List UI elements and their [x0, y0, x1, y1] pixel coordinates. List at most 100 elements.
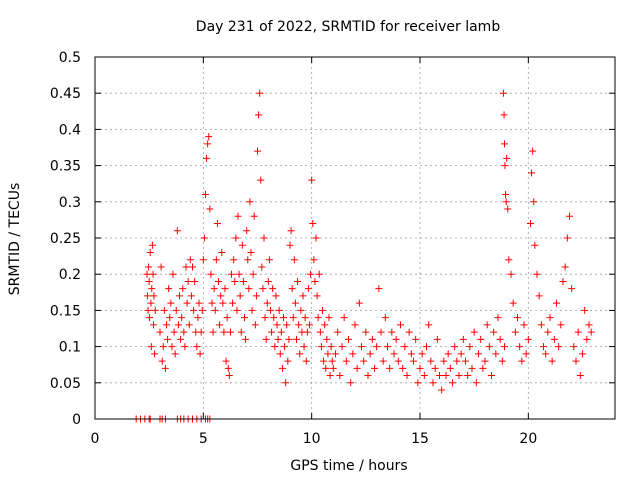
data-point	[161, 364, 169, 372]
data-point	[159, 343, 167, 351]
data-point	[255, 111, 263, 119]
data-point	[518, 357, 526, 365]
data-point	[353, 364, 361, 372]
data-point	[542, 350, 550, 358]
data-point	[182, 263, 190, 271]
data-point	[285, 335, 293, 343]
data-point	[261, 314, 269, 322]
data-point	[249, 270, 257, 278]
data-point	[216, 321, 224, 329]
data-point	[202, 191, 209, 199]
data-point	[166, 314, 174, 322]
data-point	[198, 306, 206, 314]
data-point	[479, 364, 487, 372]
data-point	[210, 285, 218, 293]
data-point	[501, 162, 509, 170]
data-point	[147, 343, 155, 351]
data-point	[494, 314, 502, 322]
data-point	[500, 111, 508, 119]
data-point	[151, 350, 159, 358]
data-point	[322, 364, 330, 372]
data-point	[221, 285, 229, 293]
data-point	[358, 343, 365, 351]
data-point	[507, 270, 515, 278]
data-point	[215, 277, 222, 285]
data-point	[453, 357, 461, 365]
data-point	[179, 285, 187, 293]
data-point	[226, 328, 234, 336]
data-point	[185, 321, 193, 329]
data-point	[576, 372, 584, 380]
data-point	[195, 299, 203, 307]
data-point	[256, 89, 264, 97]
data-point	[228, 270, 235, 278]
data-point	[548, 357, 556, 365]
x-tick-label: 10	[303, 431, 321, 447]
y-tick-label: 0.45	[50, 86, 81, 102]
data-point	[544, 328, 552, 336]
data-point	[316, 328, 324, 336]
data-point	[321, 321, 329, 329]
data-point	[211, 306, 219, 314]
data-point	[268, 328, 276, 336]
data-point	[466, 343, 474, 351]
data-point	[170, 328, 178, 336]
data-point	[178, 314, 186, 322]
data-point	[194, 314, 202, 322]
data-point	[163, 321, 170, 329]
data-point	[146, 314, 154, 322]
data-point	[485, 343, 493, 351]
data-point	[455, 372, 463, 380]
data-point	[394, 357, 402, 365]
data-point	[143, 270, 151, 278]
data-point	[488, 372, 495, 380]
data-point	[158, 357, 166, 365]
y-tick-label: 0.3	[59, 195, 81, 211]
data-point	[340, 314, 348, 322]
data-point	[145, 263, 153, 271]
data-point	[203, 154, 211, 162]
data-point	[326, 372, 334, 380]
data-point	[277, 328, 285, 336]
data-point	[237, 328, 245, 336]
data-point	[375, 285, 383, 293]
data-point	[559, 277, 567, 285]
data-point	[345, 335, 352, 343]
data-point	[235, 270, 243, 278]
data-point	[183, 299, 191, 307]
data-point	[423, 343, 430, 351]
data-point	[302, 357, 310, 365]
data-point	[264, 277, 272, 285]
data-point	[329, 364, 337, 372]
data-point	[319, 306, 326, 314]
data-point	[267, 306, 274, 314]
data-point	[265, 256, 273, 264]
data-point	[553, 299, 560, 307]
data-point	[176, 292, 183, 300]
data-point	[550, 335, 558, 343]
data-point	[165, 285, 173, 293]
data-point	[304, 285, 312, 293]
data-point	[206, 205, 214, 213]
data-point	[287, 227, 295, 235]
data-point	[520, 321, 528, 329]
data-point	[504, 205, 512, 213]
data-point	[483, 321, 491, 329]
data-point	[342, 357, 350, 365]
x-tick-label: 5	[199, 431, 208, 447]
data-point	[288, 285, 296, 293]
data-point	[250, 212, 258, 220]
data-point	[390, 350, 398, 358]
data-point	[334, 328, 342, 336]
data-point	[328, 357, 336, 365]
data-point	[311, 277, 319, 285]
data-point	[501, 343, 508, 351]
data-point	[168, 343, 176, 351]
x-tick-label: 15	[411, 431, 429, 447]
data-point	[270, 314, 278, 322]
x-tick-label: 0	[91, 431, 100, 447]
data-point	[286, 241, 294, 249]
y-tick-label: 0.4	[59, 122, 81, 138]
data-point	[236, 292, 244, 300]
